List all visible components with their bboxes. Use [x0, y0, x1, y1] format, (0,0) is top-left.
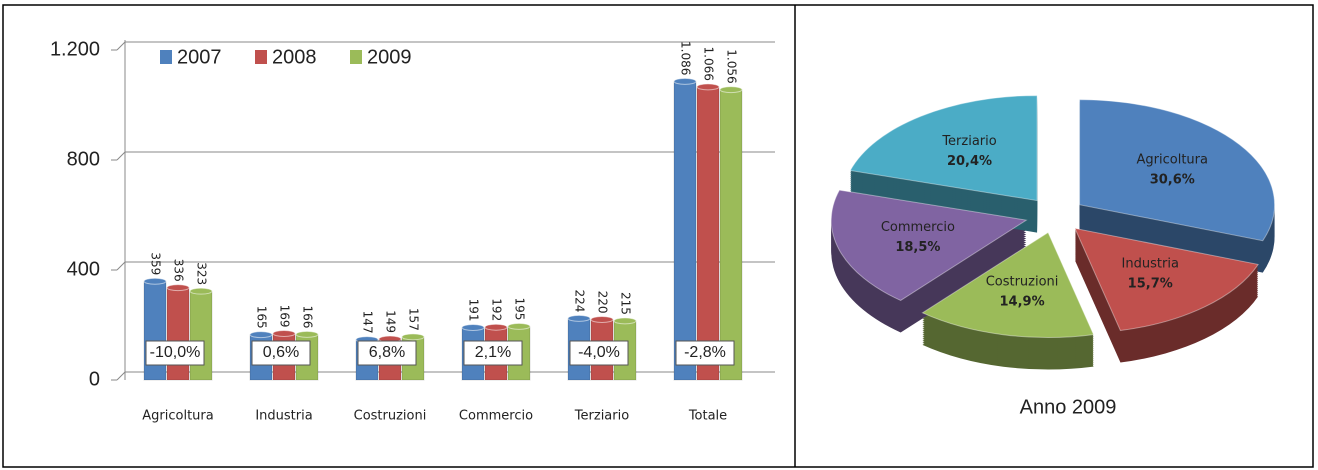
value-label: 169 [278, 305, 292, 328]
legend-swatch [350, 50, 362, 64]
slice-label: Industria [1122, 256, 1179, 271]
bar-cap [484, 323, 508, 331]
value-label: 149 [384, 310, 398, 333]
bar-cap [613, 317, 637, 325]
value-label: 157 [407, 308, 421, 331]
value-label: 166 [301, 305, 315, 328]
bar-cap [189, 287, 213, 295]
x-tick-label: Commercio [459, 409, 533, 424]
x-tick-label: Terziario [574, 409, 629, 424]
y-tick-label: 800 [67, 148, 100, 170]
bar [673, 80, 697, 381]
value-label: 323 [195, 262, 209, 285]
value-label: 147 [361, 311, 375, 334]
grid-line-slant [116, 371, 126, 381]
x-tick-label: Industria [255, 409, 312, 424]
value-label: 192 [490, 298, 504, 321]
grid-line-slant [116, 261, 126, 271]
bar-cap [401, 333, 425, 341]
bar-cap [143, 277, 167, 285]
annotation-box [145, 340, 205, 366]
x-tick-label: Costruzioni [354, 409, 427, 424]
annotation: 6,8% [369, 344, 405, 361]
value-label: 359 [149, 252, 163, 275]
bar-cap [295, 330, 319, 338]
bar-cap [696, 83, 720, 91]
bar-cap [461, 323, 485, 331]
value-label: 165 [255, 306, 269, 329]
annotation-box [251, 340, 311, 366]
bar-cap [249, 331, 273, 339]
annotation-box [569, 340, 629, 366]
slice-label: Terziario [941, 134, 996, 149]
y-tick-label: 0 [89, 368, 100, 390]
legend-label: 2009 [367, 46, 412, 68]
y-tick-label: 1.200 [50, 38, 100, 60]
bar-cap [507, 322, 531, 330]
legend-swatch [160, 50, 172, 64]
slice [921, 231, 1095, 339]
value-label: 1.086 [679, 41, 693, 75]
value-label: 336 [172, 259, 186, 282]
slice-value: 30,6% [1150, 172, 1195, 187]
x-tick-label: Totale [688, 409, 727, 424]
annotation: 0,6% [263, 344, 299, 361]
pie-title: Anno 2009 [1020, 396, 1117, 418]
grid-line-slant [116, 41, 126, 51]
slice-label: Costruzioni [986, 274, 1059, 289]
annotation: -10,0% [150, 344, 201, 361]
y-tick-label: 400 [67, 258, 100, 280]
slice-label: Commercio [881, 220, 955, 235]
legend-swatch [255, 50, 267, 64]
slice-value: 15,7% [1128, 276, 1173, 291]
slice [1079, 99, 1276, 242]
slice [830, 189, 1028, 302]
value-label: 191 [467, 299, 481, 322]
bar [189, 290, 213, 381]
bar-cap [567, 314, 591, 322]
bar-cap [673, 77, 697, 85]
annotation: -2,8% [684, 344, 726, 361]
value-label: 224 [573, 289, 587, 312]
legend-label: 2008 [272, 46, 317, 68]
bar [166, 287, 190, 381]
slice [849, 95, 1038, 202]
slice-value: 20,4% [947, 154, 992, 169]
value-label: 215 [619, 292, 633, 315]
annotation-box [463, 340, 523, 366]
value-label: 195 [513, 297, 527, 320]
bar-cap [272, 330, 296, 338]
x-tick-label: Agricoltura [142, 409, 213, 424]
slice [1074, 227, 1259, 332]
bar-cap [166, 284, 190, 292]
value-label: 1.056 [725, 49, 739, 83]
annotation-box [357, 340, 417, 366]
slice-value: 18,5% [895, 240, 940, 255]
annotation-box [675, 340, 735, 366]
bar-cap [719, 86, 743, 94]
value-label: 220 [596, 291, 610, 314]
annotation: -4,0% [578, 344, 620, 361]
legend-label: 2007 [177, 46, 222, 68]
bar [719, 89, 743, 381]
grid-line-slant [116, 151, 126, 161]
bar-cap [590, 316, 614, 323]
bar [696, 86, 720, 381]
value-label: 1.066 [702, 46, 716, 80]
frame [2, 4, 1314, 468]
slice-label: Agricoltura [1137, 152, 1208, 167]
slice-value: 14,9% [1000, 294, 1045, 309]
annotation: 2,1% [475, 344, 511, 361]
